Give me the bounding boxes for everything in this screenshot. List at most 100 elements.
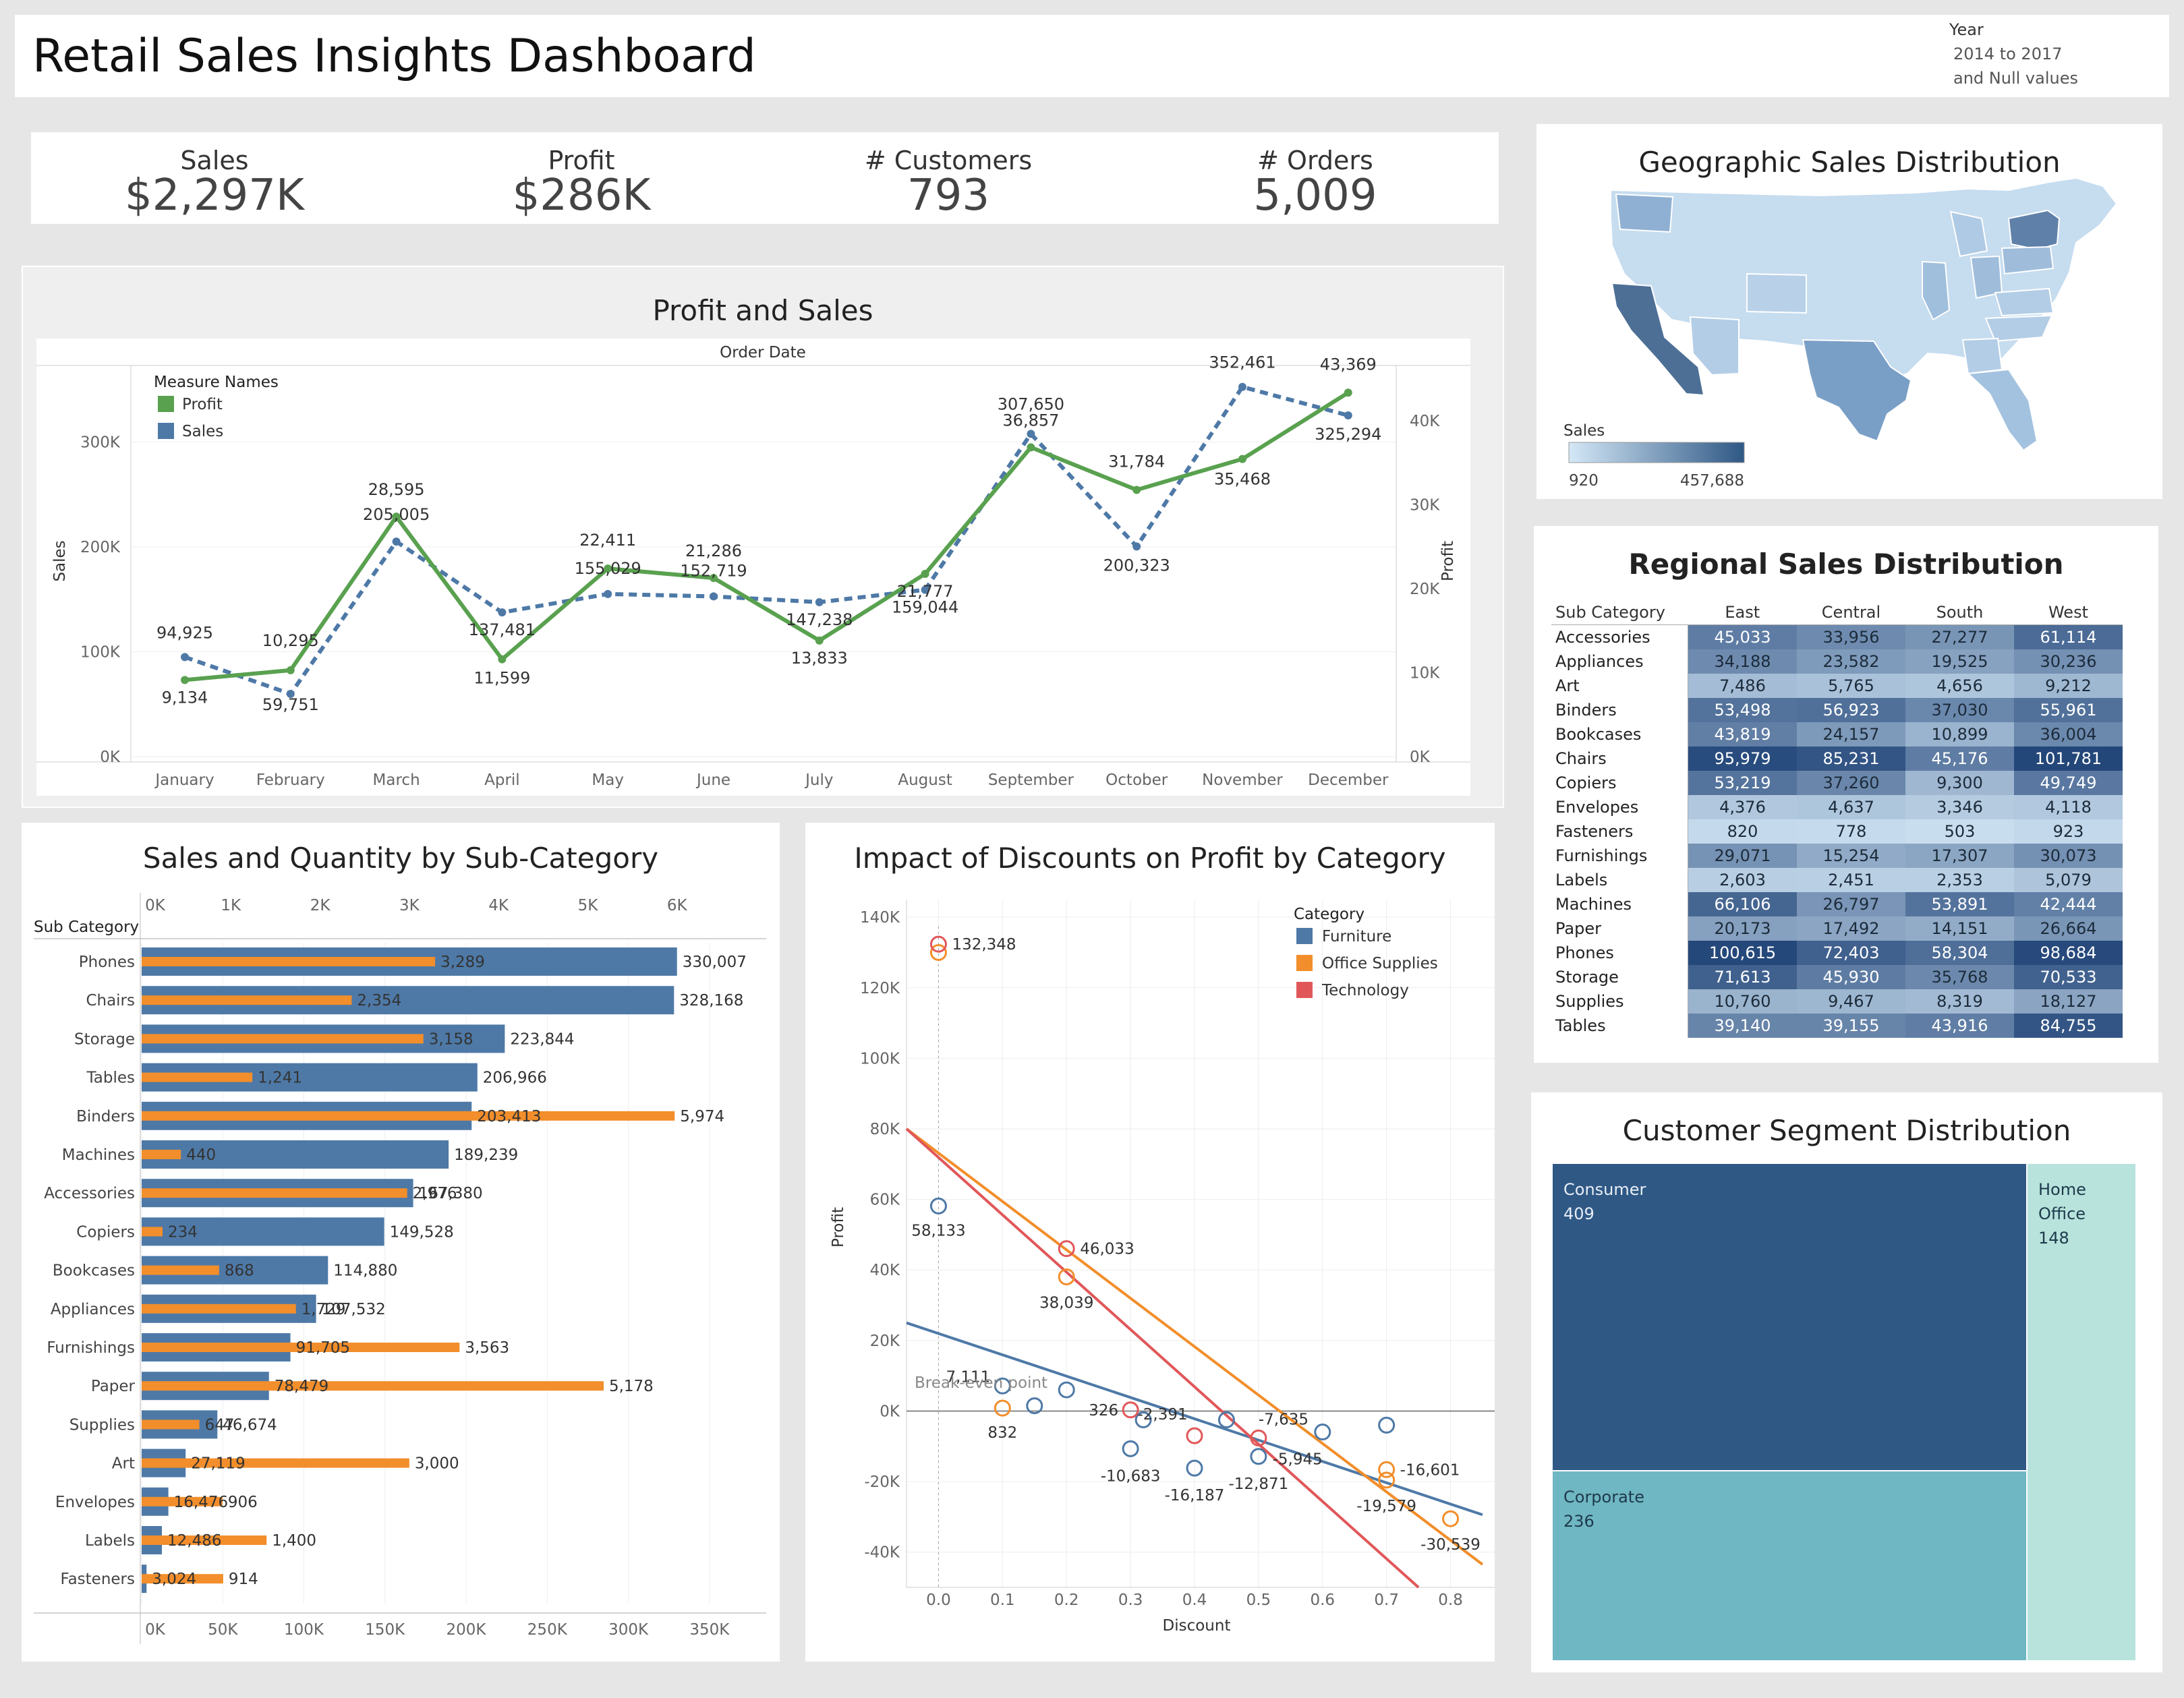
sales-point[interactable] (286, 690, 295, 699)
table-cell[interactable]: 35,768 (1905, 965, 2014, 989)
table-cell[interactable]: 58,304 (1905, 941, 2014, 965)
segment-home-office[interactable]: Home Office 148 (2026, 1164, 2135, 1660)
table-cell[interactable]: 10,899 (1905, 722, 2014, 746)
region-california[interactable] (1611, 282, 1705, 397)
table-cell[interactable]: 37,260 (1797, 771, 1905, 795)
quantity-bar[interactable] (142, 1188, 407, 1198)
scatter-point[interactable] (994, 1377, 1011, 1395)
table-cell[interactable]: 14,151 (1905, 916, 2014, 941)
table-cell[interactable]: 10,760 (1688, 989, 1797, 1014)
table-cell[interactable]: 778 (1797, 819, 1905, 844)
table-cell[interactable]: 53,498 (1688, 698, 1797, 722)
segment-corporate[interactable]: Corporate 236 (1553, 1470, 2026, 1660)
quantity-bar[interactable] (142, 1304, 296, 1314)
sales-point[interactable] (710, 592, 718, 601)
scatter-point[interactable] (1134, 1411, 1152, 1429)
scatter-point[interactable] (1122, 1440, 1139, 1457)
scatter-point[interactable] (1378, 1471, 1396, 1489)
table-cell[interactable]: 42,444 (2014, 892, 2123, 916)
year-filter-value[interactable]: 2014 to 2017 (1953, 45, 2063, 63)
table-cell[interactable]: 9,212 (2014, 674, 2123, 698)
table-cell[interactable]: 29,071 (1688, 844, 1797, 868)
scatter-point[interactable] (1442, 1510, 1460, 1527)
table-cell[interactable]: 17,492 (1797, 916, 1905, 941)
region-washington[interactable] (1615, 193, 1674, 233)
quantity-bar[interactable] (142, 1111, 675, 1121)
region-colorado[interactable] (1746, 272, 1807, 314)
profit-point[interactable] (498, 655, 507, 664)
quantity-bar[interactable] (142, 1150, 181, 1159)
quantity-bar[interactable] (142, 1574, 223, 1584)
profit-point[interactable] (1132, 486, 1141, 494)
table-cell[interactable]: 43,819 (1688, 722, 1797, 746)
table-cell[interactable]: 45,930 (1797, 965, 1905, 989)
table-cell[interactable]: 100,615 (1688, 941, 1797, 965)
table-cell[interactable]: 45,176 (1905, 746, 2014, 771)
sales-point[interactable] (1027, 430, 1035, 438)
sales-point[interactable] (604, 589, 612, 598)
table-cell[interactable]: 72,403 (1797, 941, 1905, 965)
table-cell[interactable]: 4,656 (1905, 674, 2014, 698)
quantity-bar[interactable] (142, 1381, 604, 1391)
table-cell[interactable]: 5,765 (1797, 674, 1905, 698)
scatter-point[interactable] (1122, 1401, 1139, 1419)
profit-point[interactable] (815, 636, 824, 645)
scatter-point[interactable] (1058, 1268, 1075, 1285)
table-cell[interactable]: 9,467 (1797, 989, 1905, 1014)
region-illinois[interactable] (1922, 260, 1951, 321)
table-cell[interactable]: 56,923 (1797, 698, 1905, 722)
quantity-bar[interactable] (142, 1458, 409, 1468)
scatter-point[interactable] (994, 1399, 1011, 1417)
table-cell[interactable]: 55,961 (2014, 698, 2123, 722)
region-virginia[interactable] (1994, 287, 2054, 317)
quantity-bar[interactable] (142, 957, 436, 966)
sales-point[interactable] (498, 608, 507, 617)
table-cell[interactable]: 49,749 (2014, 771, 2123, 795)
sales-point[interactable] (181, 653, 189, 662)
profit-point[interactable] (181, 676, 189, 684)
scatter-point[interactable] (1186, 1459, 1203, 1477)
quantity-bar[interactable] (142, 1265, 219, 1275)
scatter-point[interactable] (929, 943, 947, 961)
profit-point[interactable] (1238, 455, 1246, 463)
table-cell[interactable]: 33,956 (1797, 624, 1905, 649)
sales-point[interactable] (921, 585, 929, 594)
profit-point[interactable] (1027, 443, 1035, 452)
region-arizona[interactable] (1689, 316, 1740, 376)
sales-point[interactable] (815, 597, 824, 606)
scatter-point[interactable] (1378, 1461, 1396, 1478)
profit-point[interactable] (710, 574, 718, 583)
profit-point[interactable] (392, 513, 401, 521)
quantity-bar[interactable] (142, 1343, 460, 1352)
table-cell[interactable]: 39,155 (1797, 1014, 1905, 1038)
sales-bar[interactable] (142, 1140, 449, 1169)
table-cell[interactable]: 37,030 (1905, 698, 2014, 722)
table-cell[interactable]: 24,157 (1797, 722, 1905, 746)
scatter-point[interactable] (1250, 1448, 1267, 1465)
region-florida[interactable] (1966, 368, 2038, 452)
scatter-point[interactable] (1058, 1240, 1075, 1258)
profit-point[interactable] (604, 564, 612, 573)
table-cell[interactable]: 2,451 (1797, 868, 1905, 892)
scatter-point[interactable] (1186, 1427, 1203, 1444)
table-cell[interactable]: 95,979 (1688, 746, 1797, 771)
table-cell[interactable]: 2,353 (1905, 868, 2014, 892)
table-cell[interactable]: 4,637 (1797, 795, 1905, 819)
table-cell[interactable]: 23,582 (1797, 649, 1905, 674)
quantity-bar[interactable] (142, 1419, 200, 1430)
quantity-bar[interactable] (142, 1496, 223, 1506)
subcategory-chart[interactable]: Sub Category 0K 1K 2K 3K 4K 5K 6K 0K 50K 100K 150… (22, 886, 780, 1662)
table-cell[interactable]: 4,376 (1688, 795, 1797, 819)
profit-point[interactable] (921, 569, 929, 578)
table-cell[interactable]: 20,173 (1688, 916, 1797, 941)
profit-sales-chart[interactable]: Order Date Sales Profit 0K 100K 200K 300K 0… (36, 339, 1470, 796)
sales-bar[interactable] (142, 1217, 384, 1246)
sales-point[interactable] (1344, 411, 1352, 419)
quantity-bar[interactable] (142, 1535, 267, 1545)
table-cell[interactable]: 84,755 (2014, 1014, 2123, 1038)
table-cell[interactable]: 66,106 (1688, 892, 1797, 916)
scatter-point[interactable] (1058, 1381, 1075, 1399)
table-cell[interactable]: 53,219 (1688, 771, 1797, 795)
segment-consumer[interactable]: Consumer 409 (1553, 1164, 2026, 1470)
table-cell[interactable]: 15,254 (1797, 844, 1905, 868)
